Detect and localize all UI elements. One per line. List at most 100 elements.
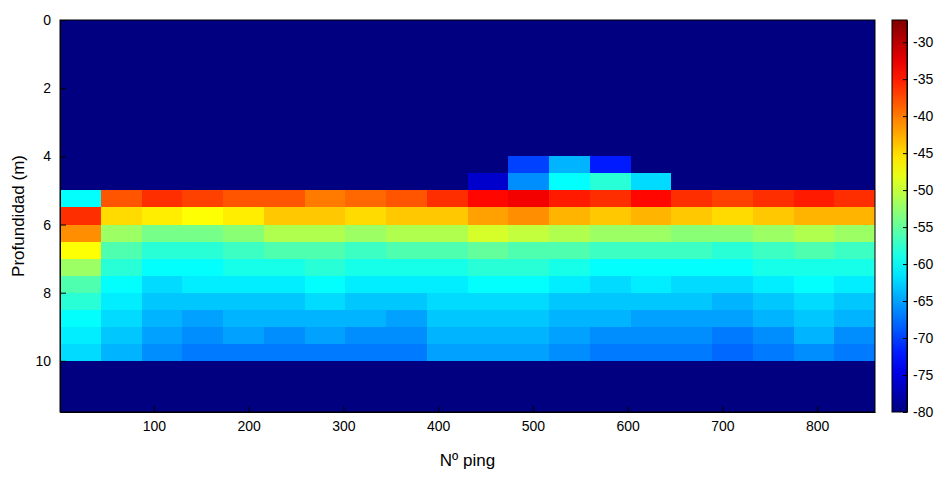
heatmap-cell <box>671 156 712 174</box>
heatmap-cell <box>182 207 223 225</box>
heatmap-cell <box>345 156 386 174</box>
heatmap-cell <box>60 361 101 412</box>
heatmap-cell <box>590 361 631 412</box>
tick: -50 <box>903 182 933 198</box>
heatmap-cell <box>590 242 631 260</box>
heatmap-cell <box>386 293 427 311</box>
heatmap-cell <box>712 310 753 328</box>
heatmap-cell <box>60 276 101 294</box>
heatmap-cell <box>305 310 346 328</box>
heatmap-cell <box>590 207 631 225</box>
heatmap-cell <box>60 20 101 157</box>
heatmap-cell <box>142 361 183 412</box>
heatmap-cell <box>223 190 264 208</box>
heatmap-cell <box>712 276 753 294</box>
heatmap-cell <box>223 225 264 243</box>
heatmap-cell <box>468 225 509 243</box>
heatmap-cell <box>590 156 631 174</box>
tick-mark <box>154 406 155 412</box>
heatmap-cell <box>834 344 875 362</box>
heatmap-cell <box>182 327 223 345</box>
heatmap-cell <box>671 361 712 412</box>
heatmap-cell <box>468 327 509 345</box>
heatmap-cell <box>101 173 142 191</box>
tick: 6 <box>43 217 66 233</box>
heatmap-cell <box>712 173 753 191</box>
heatmap-cell <box>264 293 305 311</box>
tick-label: 0 <box>43 12 51 28</box>
heatmap-cell <box>101 259 142 277</box>
x-axis: 100200300400500600700800 <box>61 406 876 434</box>
heatmap-cell <box>60 173 101 191</box>
heatmap-cell <box>264 20 305 157</box>
heatmap-cell <box>386 20 427 157</box>
heatmap-cell <box>549 259 590 277</box>
tick-label: -40 <box>913 108 933 124</box>
tick-label: -30 <box>913 34 933 50</box>
axis-line <box>907 21 908 413</box>
tick-label: -45 <box>913 145 933 161</box>
heatmap-cell <box>549 242 590 260</box>
heatmap-cell <box>305 293 346 311</box>
tick-mark <box>438 406 439 412</box>
heatmap-cell <box>223 327 264 345</box>
heatmap-cell <box>101 276 142 294</box>
heatmap-cell <box>631 276 672 294</box>
heatmap-cell <box>834 190 875 208</box>
heatmap-cell <box>508 361 549 412</box>
tick-mark <box>903 227 907 228</box>
tick: 8 <box>43 285 66 301</box>
tick-label: -60 <box>913 256 933 272</box>
tick-label: -80 <box>913 404 933 420</box>
heatmap-cell <box>753 20 794 157</box>
heatmap-cell <box>60 156 101 174</box>
heatmap-cell <box>712 190 753 208</box>
heatmap-cell <box>427 207 468 225</box>
heatmap-cell <box>549 276 590 294</box>
heatmap-cell <box>142 259 183 277</box>
heatmap-cell <box>508 327 549 345</box>
heatmap-cell <box>223 344 264 362</box>
heatmap-cell <box>101 344 142 362</box>
tick: -80 <box>903 404 933 420</box>
heatmap-cell <box>223 293 264 311</box>
heatmap-cell <box>386 327 427 345</box>
tick: 600 <box>616 406 640 434</box>
heatmap-cell <box>508 344 549 362</box>
heatmap-cell <box>142 207 183 225</box>
heatmap-cell <box>142 344 183 362</box>
heatmap-cell <box>264 242 305 260</box>
heatmap-cell <box>264 173 305 191</box>
tick-label: 2 <box>43 80 51 96</box>
heatmap-cell <box>631 20 672 157</box>
heatmap-cell <box>712 242 753 260</box>
tick: -45 <box>903 145 933 161</box>
tick-label: -70 <box>913 330 933 346</box>
heatmap-cell <box>753 361 794 412</box>
heatmap-cell <box>427 293 468 311</box>
tick: -40 <box>903 108 933 124</box>
tick-mark <box>903 375 907 376</box>
tick-mark <box>60 156 66 157</box>
heatmap-cell <box>508 276 549 294</box>
heatmap-cell <box>671 276 712 294</box>
heatmap-cell <box>794 225 835 243</box>
heatmap-cell <box>712 327 753 345</box>
heatmap-cell <box>386 207 427 225</box>
tick-mark <box>903 264 907 265</box>
tick: 800 <box>806 406 830 434</box>
heatmap-cell <box>182 259 223 277</box>
heatmap-cell <box>386 242 427 260</box>
heatmap-cell <box>142 276 183 294</box>
heatmap-cell <box>264 361 305 412</box>
heatmap-cell <box>753 207 794 225</box>
heatmap-cell <box>590 276 631 294</box>
heatmap-cell <box>631 293 672 311</box>
heatmap-cell <box>427 361 468 412</box>
heatmap-cell <box>753 242 794 260</box>
heatmap-cell <box>223 259 264 277</box>
heatmap-cell <box>834 327 875 345</box>
heatmap-cell <box>101 361 142 412</box>
y-axis: 0246810 <box>35 12 66 413</box>
tick-label: -65 <box>913 293 933 309</box>
